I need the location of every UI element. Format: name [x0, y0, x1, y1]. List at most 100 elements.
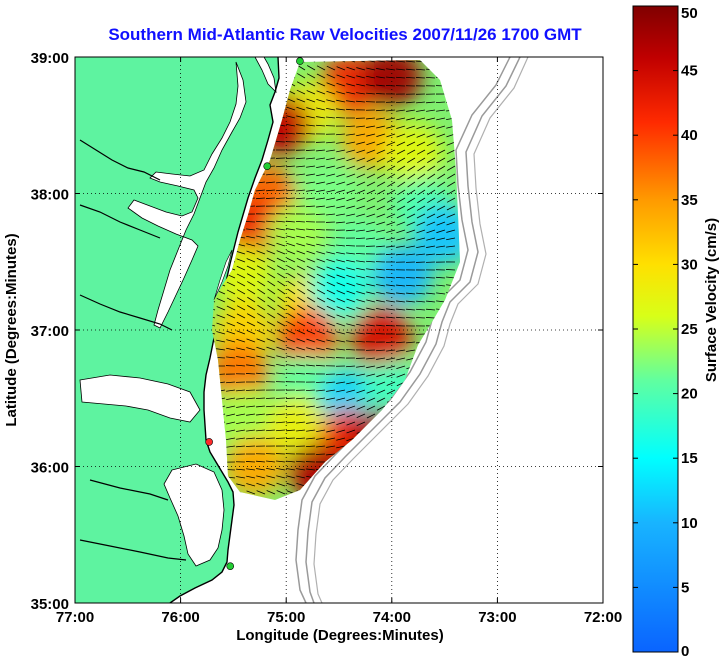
- y-axis-label: Latitude (Degrees:Minutes): [3, 233, 20, 426]
- velocity-arrow-143: [326, 99, 336, 103]
- velocity-arrow-353: [346, 165, 356, 170]
- velocity-arrow-297: [305, 149, 316, 151]
- velocity-arrow-912: [216, 339, 226, 343]
- velocity-arrow-661: [306, 258, 316, 263]
- velocity-arrow-74: [415, 77, 426, 79]
- velocity-arrow-439: [427, 189, 436, 196]
- velocity-arrow-734: [257, 280, 266, 287]
- velocity-arrow-891: [266, 329, 276, 335]
- velocity-arrow-768: [336, 290, 346, 295]
- velocity-arrow-818: [316, 305, 326, 311]
- velocity-arrow-923: [326, 339, 336, 343]
- velocity-arrow-695: [385, 269, 396, 271]
- velocity-arrow-453: [306, 197, 316, 200]
- velocity-arrow-258: [436, 133, 446, 138]
- velocity-arrow-519: [446, 213, 456, 218]
- velocity-arrow-558: [315, 228, 326, 231]
- velocity-arrow-681: [246, 265, 256, 271]
- velocity-arrow-827: [406, 308, 416, 311]
- velocity-arrow-715: [326, 274, 336, 279]
- velocity-arrow-648: [435, 253, 446, 256]
- velocity-arrow-203: [406, 117, 416, 121]
- velocity-arrow-220: [315, 124, 326, 127]
- velocity-arrow-639: [346, 252, 356, 255]
- velocity-arrow-951: [345, 349, 356, 351]
- eastern-shore-channel: [213, 249, 233, 301]
- velocity-arrow-280: [396, 141, 406, 147]
- velocity-arrow-757: [226, 289, 236, 295]
- velocity-arrow-507: [326, 213, 336, 216]
- velocity-arrow-926: [355, 340, 366, 343]
- velocity-arrow-307: [406, 149, 416, 155]
- x-tick-label-3: 74:00: [373, 609, 411, 626]
- velocity-arrow-540: [396, 221, 406, 226]
- velocity-arrow-1287: [326, 453, 336, 456]
- velocity-arrow-554: [276, 228, 286, 231]
- station-marker-3: [226, 562, 235, 570]
- velocity-arrow-921: [306, 338, 316, 343]
- chart-title: Southern Mid-Atlantic Raw Velocities 200…: [108, 25, 582, 44]
- velocity-arrow-1226: [236, 437, 246, 440]
- velocity-arrow-252: [376, 133, 386, 137]
- velocity-arrow-970: [276, 355, 286, 359]
- velocity-arrow-180: [436, 109, 446, 112]
- velocity-arrow-896: [316, 330, 326, 335]
- velocity-arrow-116: [316, 90, 326, 95]
- velocity-arrow-1386: [276, 482, 286, 487]
- velocity-arrow-308: [416, 149, 426, 155]
- velocity-arrow-900: [356, 332, 366, 335]
- velocity-arrow-685: [286, 265, 296, 271]
- velocity-arrow-565: [386, 229, 396, 233]
- velocity-arrow-824: [376, 308, 386, 311]
- velocity-arrow-40: [336, 66, 346, 71]
- velocity-arrow-899: [346, 331, 356, 335]
- velocity-arrow-481: [326, 205, 336, 208]
- velocity-arrow-745: [366, 283, 376, 287]
- velocity-arrow-691: [346, 267, 356, 271]
- velocity-arrow-686: [296, 265, 306, 271]
- velocity-arrow-386: [417, 173, 426, 180]
- velocity-arrow-853: [405, 317, 416, 319]
- velocity-arrow-218: [296, 124, 306, 127]
- velocity-arrow-144: [336, 99, 346, 103]
- velocity-arrow-362: [437, 165, 446, 172]
- velocity-arrow-940: [236, 347, 246, 351]
- velocity-arrow-760: [257, 288, 266, 295]
- velocity-arrow-204: [416, 117, 426, 121]
- velocity-arrow-938: [216, 348, 226, 351]
- velocity-arrow-725: [425, 277, 436, 279]
- velocity-cell-11: [266, 204, 327, 265]
- velocity-arrow-432: [356, 189, 366, 194]
- velocity-arrow-199: [366, 117, 376, 120]
- delaware-bay: [254, 57, 277, 94]
- velocity-arrow-967: [246, 355, 256, 359]
- velocity-arrow-1080: [336, 389, 346, 393]
- velocity-arrow-915: [246, 338, 256, 343]
- velocity-arrow-385: [407, 173, 416, 180]
- bathymetry-contour-1: [295, 57, 511, 603]
- velocity-arrow-375: [306, 173, 316, 176]
- velocity-arrow-1006: [376, 365, 386, 369]
- velocity-arrow-1106: [336, 397, 346, 401]
- velocity-arrow-1130: [316, 405, 326, 409]
- velocity-arrow-536: [356, 221, 366, 225]
- velocity-arrow-644: [396, 253, 406, 256]
- velocity-arrow-1337: [306, 468, 316, 471]
- velocity-arrow-890: [256, 329, 266, 335]
- velocity-arrow-141: [306, 98, 316, 103]
- velocity-arrow-310: [436, 149, 446, 155]
- velocity-arrow-914: [236, 338, 246, 343]
- y-tick-label-4: 39:00: [31, 50, 69, 67]
- x-tick-label-1: 76:00: [161, 609, 199, 626]
- velocity-arrow-1179: [286, 421, 296, 424]
- velocity-arrow-1277: [225, 453, 236, 456]
- velocity-arrow-749: [405, 284, 416, 287]
- velocity-arrow-1099: [265, 397, 276, 399]
- velocity-arrow-965: [226, 356, 236, 359]
- velocity-arrow-815: [287, 304, 296, 311]
- velocity-arrow-1234: [316, 437, 326, 440]
- velocity-arrow-690: [336, 266, 346, 271]
- velocity-arrow-820: [336, 306, 346, 311]
- velocity-arrow-1031: [366, 373, 376, 377]
- velocity-arrow-529: [286, 220, 296, 223]
